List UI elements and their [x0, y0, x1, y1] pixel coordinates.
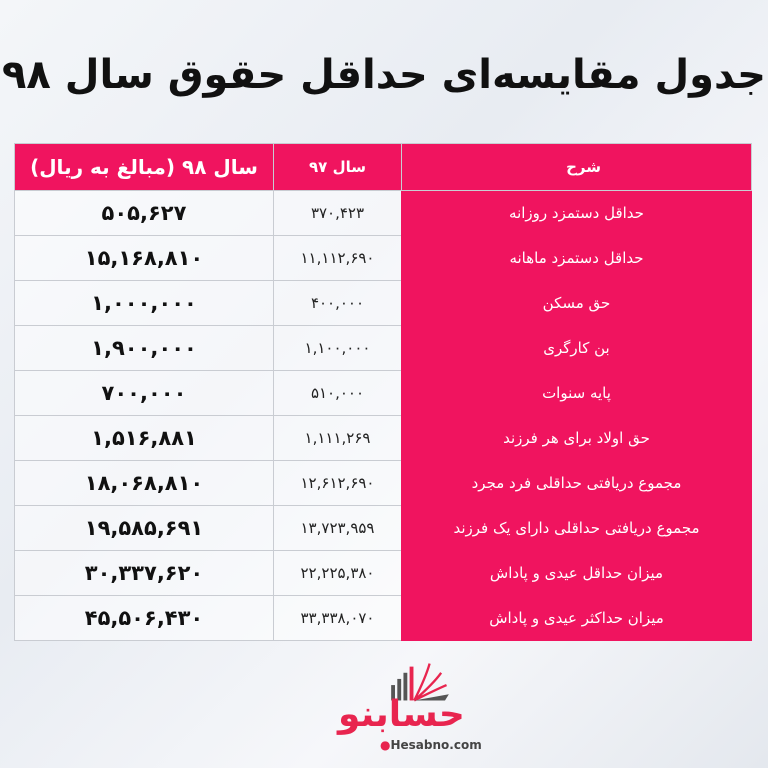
table-row: حداقل دستمزد ماهانه ۱۱,۱۱۲,۶۹۰ ۱۵,۱۶۸,۸۱۰ — [14, 235, 752, 281]
value-year-98: ۵۰۵,۶۲۷ — [14, 190, 274, 236]
value-year-98: ۱,۵۱۶,۸۸۱ — [14, 415, 274, 461]
table-row: حداقل دستمزد روزانه ۳۷۰,۴۲۳ ۵۰۵,۶۲۷ — [14, 190, 752, 236]
row-label: مجموع دریافتی حداقلی فرد مجرد — [401, 460, 752, 506]
row-label: حق اولاد برای هر فرزند — [401, 415, 752, 461]
row-label: میزان حداقل عیدی و پاداش — [401, 550, 752, 596]
logo-url: ●Hesabno.com — [380, 738, 482, 752]
table-row: میزان حداقل عیدی و پاداش ۲۲,۲۲۵,۳۸۰ ۳۰,۳۳۷… — [14, 550, 752, 596]
page-title: جدول مقایسه‌ای حداقل حقوق سال ۹۸ — [2, 52, 766, 98]
row-label: حداقل دستمزد روزانه — [401, 190, 752, 236]
value-year-97: ۱۱,۱۱۲,۶۹۰ — [273, 235, 402, 281]
header-description: شرح — [401, 143, 752, 191]
value-year-97: ۱,۱۱۱,۲۶۹ — [273, 415, 402, 461]
dot-icon: ● — [380, 738, 391, 752]
value-year-98: ۱,۹۰۰,۰۰۰ — [14, 325, 274, 371]
value-year-98: ۱۸,۰۶۸,۸۱۰ — [14, 460, 274, 506]
row-label: حداقل دستمزد ماهانه — [401, 235, 752, 281]
value-year-98: ۷۰۰,۰۰۰ — [14, 370, 274, 416]
value-year-97: ۵۱۰,۰۰۰ — [273, 370, 402, 416]
value-year-97: ۴۰۰,۰۰۰ — [273, 280, 402, 326]
table-row: میزان حداکثر عیدی و پاداش ۳۳,۳۳۸,۰۷۰ ۴۵,۵۰… — [14, 595, 752, 641]
value-year-97: ۳۳,۳۳۸,۰۷۰ — [273, 595, 402, 641]
table-row: مجموع دریافتی حداقلی دارای یک فرزند ۱۳,۷۲… — [14, 505, 752, 551]
logo-name: حسابنو — [338, 694, 465, 735]
value-year-97: ۱,۱۰۰,۰۰۰ — [273, 325, 402, 371]
value-year-98: ۳۰,۳۳۷,۶۲۰ — [14, 550, 274, 596]
value-year-98: ۱,۰۰۰,۰۰۰ — [14, 280, 274, 326]
row-label: مجموع دریافتی حداقلی دارای یک فرزند — [401, 505, 752, 551]
row-label: بن کارگری — [401, 325, 752, 371]
table-row: پایه سنوات ۵۱۰,۰۰۰ ۷۰۰,۰۰۰ — [14, 370, 752, 416]
logo-url-text: Hesabno.com — [390, 738, 482, 752]
value-year-97: ۱۲,۶۱۲,۶۹۰ — [273, 460, 402, 506]
table-row: حق مسکن ۴۰۰,۰۰۰ ۱,۰۰۰,۰۰۰ — [14, 280, 752, 326]
row-label: پایه سنوات — [401, 370, 752, 416]
header-year-97: سال ۹۷ — [273, 143, 402, 191]
comparison-table: شرح سال ۹۷ سال ۹۸ (مبالغ به ریال) حداقل … — [14, 143, 752, 641]
header-year-98: سال ۹۸ (مبالغ به ریال) — [14, 143, 274, 191]
value-year-97: ۳۷۰,۴۲۳ — [273, 190, 402, 236]
value-year-98: ۱۹,۵۸۵,۶۹۱ — [14, 505, 274, 551]
value-year-98: ۱۵,۱۶۸,۸۱۰ — [14, 235, 274, 281]
table-header-row: شرح سال ۹۷ سال ۹۸ (مبالغ به ریال) — [14, 143, 752, 191]
row-label: حق مسکن — [401, 280, 752, 326]
row-label: میزان حداکثر عیدی و پاداش — [401, 595, 752, 641]
table-row: مجموع دریافتی حداقلی فرد مجرد ۱۲,۶۱۲,۶۹۰ ۱… — [14, 460, 752, 506]
book-chart-icon — [391, 663, 449, 702]
value-year-97: ۲۲,۲۲۵,۳۸۰ — [273, 550, 402, 596]
table-row: بن کارگری ۱,۱۰۰,۰۰۰ ۱,۹۰۰,۰۰۰ — [14, 325, 752, 371]
table-row: حق اولاد برای هر فرزند ۱,۱۱۱,۲۶۹ ۱,۵۱۶,۸۸۱ — [14, 415, 752, 461]
value-year-97: ۱۳,۷۲۳,۹۵۹ — [273, 505, 402, 551]
value-year-98: ۴۵,۵۰۶,۴۳۰ — [14, 595, 274, 641]
hesabno-logo: حسابنو ●Hesabno.com — [320, 662, 482, 766]
